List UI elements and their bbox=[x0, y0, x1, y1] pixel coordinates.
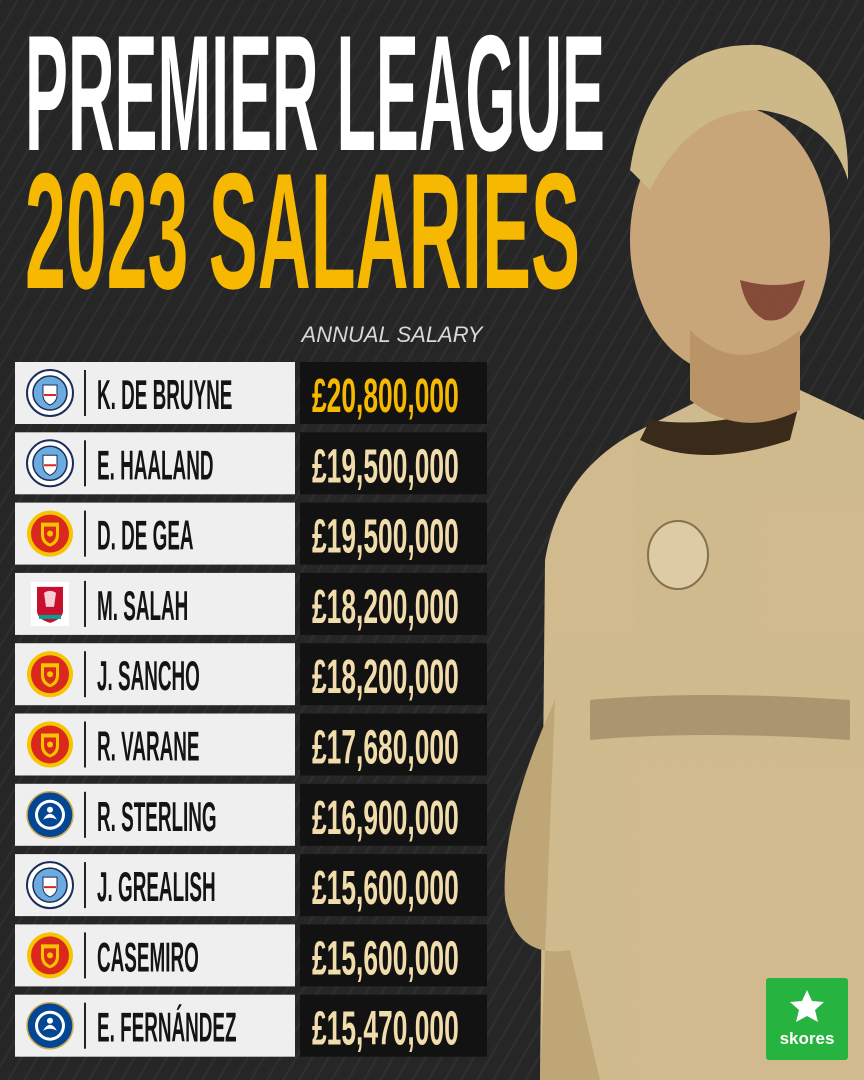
salary: £16,900,000 bbox=[312, 792, 459, 845]
brand-name: skores bbox=[780, 1029, 835, 1048]
salary: £19,500,000 bbox=[312, 440, 459, 493]
player-name: E. HAALAND bbox=[97, 442, 213, 488]
club-badge bbox=[26, 1001, 74, 1050]
club-badge bbox=[27, 721, 73, 768]
salary: £17,680,000 bbox=[312, 721, 459, 774]
table-row: E. HAALAND £19,500,000 bbox=[15, 432, 487, 495]
player-name: K. DE BRUYNE bbox=[97, 372, 232, 418]
table-row: R. STERLING £16,900,000 bbox=[15, 783, 487, 846]
salary-table: K. DE BRUYNE £20,800,000 E. HAALAND £19,500… bbox=[15, 362, 487, 1057]
title-line-2: 2023 SALARIES bbox=[25, 139, 580, 323]
column-label: ANNUAL SALARY bbox=[300, 322, 484, 347]
salary: £15,600,000 bbox=[312, 862, 459, 915]
salary-cell bbox=[300, 994, 487, 1057]
player-photo bbox=[504, 44, 864, 1080]
club-badge bbox=[26, 369, 74, 417]
table-row: J. SANCHO £18,200,000 bbox=[15, 643, 487, 706]
club-badge bbox=[31, 581, 69, 626]
salary: £20,800,000 bbox=[312, 370, 459, 423]
table-row: K. DE BRUYNE £20,800,000 bbox=[15, 362, 487, 424]
salary: £18,200,000 bbox=[312, 581, 459, 634]
salary-cell bbox=[300, 572, 487, 635]
player-name: J. GREALISH bbox=[97, 864, 216, 910]
table-row: J. GREALISH £15,600,000 bbox=[15, 854, 487, 917]
brand-logo: skores bbox=[766, 978, 848, 1060]
player-name: M. SALAH bbox=[97, 583, 188, 629]
table-row: M. SALAH £18,200,000 bbox=[15, 572, 487, 635]
salary: £18,200,000 bbox=[312, 651, 459, 704]
salary: £19,500,000 bbox=[312, 510, 459, 563]
club-badge bbox=[27, 932, 73, 979]
table-row: R. VARANE £17,680,000 bbox=[15, 713, 487, 776]
salary-cell bbox=[300, 432, 487, 495]
player-name: J. SANCHO bbox=[97, 653, 200, 699]
player-name: D. DE GEA bbox=[97, 512, 194, 558]
salary-cell bbox=[300, 924, 487, 987]
salary-cell bbox=[300, 502, 487, 565]
club-badge bbox=[26, 439, 74, 488]
club-badge bbox=[26, 861, 74, 910]
player-name: CASEMIRO bbox=[97, 934, 199, 980]
player-name: R. VARANE bbox=[97, 723, 199, 769]
club-badge bbox=[26, 791, 74, 839]
table-row: CASEMIRO £15,600,000 bbox=[15, 924, 487, 987]
club-badge bbox=[27, 510, 73, 557]
table-row: D. DE GEA £19,500,000 bbox=[15, 502, 487, 565]
salary: £15,600,000 bbox=[312, 932, 459, 985]
salary-cell bbox=[300, 643, 487, 706]
club-badge bbox=[27, 651, 73, 698]
title-line-1: PREMIER LEAGUE bbox=[25, 1, 605, 185]
table-row: E. FERNÁNDEZ £15,470,000 bbox=[15, 994, 487, 1057]
player-name: R. STERLING bbox=[97, 793, 217, 839]
player-name: E. FERNÁNDEZ bbox=[97, 1003, 237, 1051]
salary-cell bbox=[300, 854, 487, 917]
salary: £15,470,000 bbox=[312, 1003, 459, 1056]
salary-cell bbox=[300, 783, 487, 846]
salary-cell bbox=[300, 713, 487, 776]
salary-cell bbox=[300, 362, 487, 424]
